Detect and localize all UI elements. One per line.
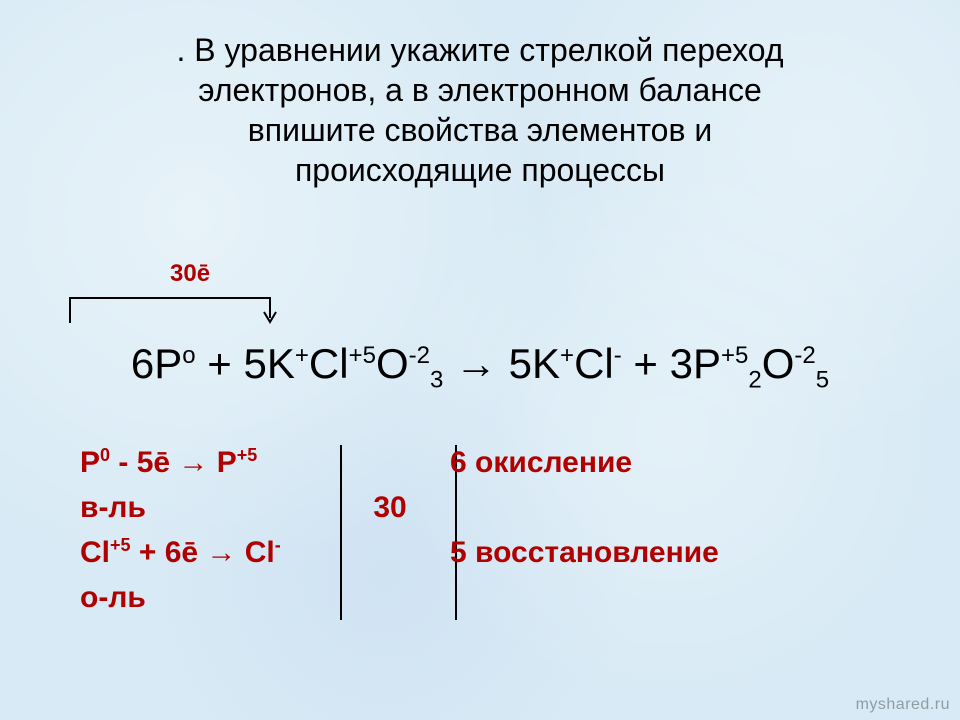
eq-p2-count: 2: [748, 366, 761, 393]
eq-o1: O: [376, 340, 409, 387]
eq-cl2: Cl: [574, 340, 614, 387]
eq-plus1: +: [196, 340, 244, 387]
eq-arrow: →: [443, 340, 508, 387]
balance-row-sub1: в-ль 30: [80, 485, 790, 530]
eq-p2-charge: +5: [721, 342, 748, 369]
eq-k2-charge: +: [560, 342, 574, 369]
eq-k1-charge: +: [295, 342, 309, 369]
eq-plus2: +: [622, 340, 670, 387]
balance-row-1: P0 - 5ē → P+5 6 окисление: [80, 440, 790, 485]
half-reaction-2: Cl+5 + 6ē → Cl-: [80, 530, 330, 575]
eq-5k2: 5K: [509, 340, 560, 387]
title-line-3: впишите свойства элементов и: [248, 112, 712, 148]
eq-3p: 3P: [670, 340, 721, 387]
eq-5k: 5K: [244, 340, 295, 387]
eq-6p: 6P: [131, 340, 182, 387]
chemical-equation: 6Pо + 5K+Cl+5O-23 → 5K+Cl- + 3P+52O-25: [0, 340, 960, 394]
arrow-svg: [40, 288, 300, 328]
eq-p1-charge: о: [182, 342, 195, 369]
title-prefix: .: [177, 32, 195, 68]
lcm-value: 30: [330, 485, 450, 530]
electron-transfer-arrow: 30ē: [40, 260, 290, 320]
title-line-1: В уравнении укажите стрелкой переход: [194, 32, 783, 68]
eq-o2: O: [762, 340, 795, 387]
eq-o1-charge: -2: [409, 342, 430, 369]
eq-o2-charge: -2: [794, 342, 815, 369]
title-line-2: электронов, а в электронном балансе: [198, 72, 762, 108]
watermark: myshared.ru: [856, 696, 950, 714]
agent-label-1: в-ль: [80, 485, 330, 530]
eq-o2-count: 5: [816, 366, 829, 393]
process-1: 6 окисление: [450, 440, 790, 485]
eq-cl1: Cl: [309, 340, 349, 387]
balance-row-sub2: о-ль: [80, 575, 790, 620]
eq-cl2-charge: -: [614, 342, 622, 369]
half-reaction-1: P0 - 5ē → P+5: [80, 440, 330, 485]
instruction-title: . В уравнении укажите стрелкой переход э…: [0, 0, 960, 190]
balance-row-2: Cl+5 + 6ē → Cl- 5 восстановление: [80, 530, 790, 575]
electron-count-label: 30ē: [170, 260, 210, 288]
agent-label-2: о-ль: [80, 575, 330, 620]
electron-balance: P0 - 5ē → P+5 6 окисление в-ль 30 Cl+5 +…: [80, 440, 790, 620]
eq-o1-count: 3: [430, 366, 443, 393]
title-line-4: происходящие процессы: [295, 152, 665, 188]
process-2: 5 восстановление: [450, 530, 790, 575]
eq-cl1-charge: +5: [349, 342, 376, 369]
